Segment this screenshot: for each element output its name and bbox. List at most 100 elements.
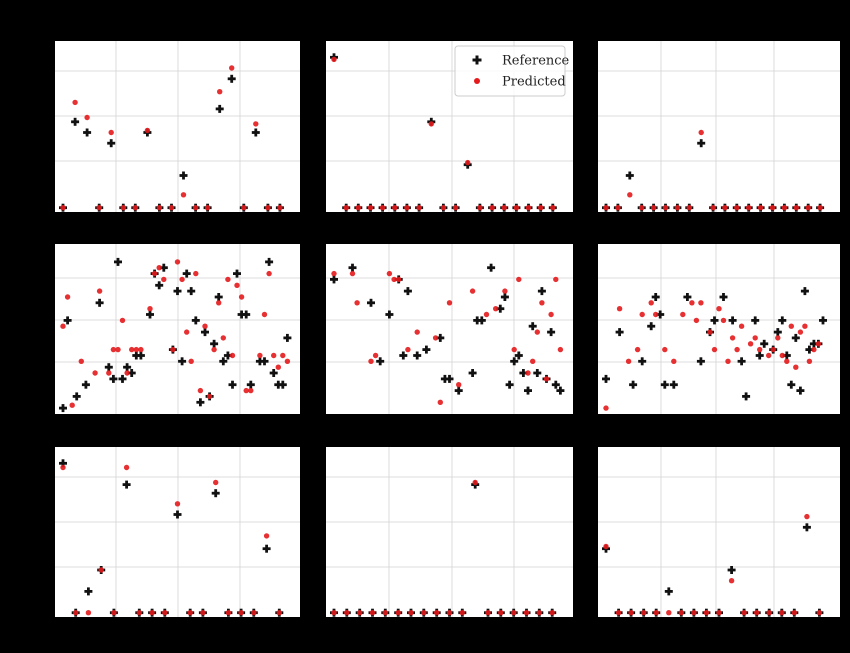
reference-point	[514, 351, 523, 360]
predicted-point	[243, 387, 249, 394]
predicted-point	[234, 282, 240, 288]
predicted-point	[156, 265, 162, 271]
reference-point	[500, 293, 509, 301]
axes-background	[598, 447, 840, 617]
reference-point	[196, 398, 205, 407]
predicted-point	[734, 346, 740, 353]
reference-point	[809, 339, 818, 348]
reference-point	[274, 380, 283, 389]
predicted-point	[277, 205, 283, 211]
predicted-point	[168, 205, 175, 211]
predicted-point	[180, 192, 187, 198]
predicted-point	[432, 335, 439, 341]
reference-point	[178, 357, 187, 366]
predicted-point	[96, 288, 103, 294]
predicted-point	[144, 127, 151, 134]
reference-point	[265, 257, 274, 266]
panel-row2-col2	[326, 244, 573, 414]
predicted-point	[625, 358, 632, 364]
predicted-point	[446, 610, 453, 616]
predicted-point	[354, 300, 360, 306]
predicted-point	[188, 358, 194, 364]
predicted-point	[781, 205, 788, 211]
predicted-point	[179, 276, 185, 283]
predicted-point	[106, 370, 112, 376]
reference-point	[219, 357, 228, 366]
reference-point	[201, 328, 209, 337]
predicted-point	[720, 317, 727, 324]
predicted-point	[666, 610, 672, 616]
reference-point	[660, 380, 669, 389]
reference-point	[59, 404, 67, 413]
predicted-point	[465, 159, 471, 166]
predicted-point	[225, 276, 231, 283]
predicted-point	[779, 610, 785, 616]
predicted-point	[648, 300, 654, 306]
axes-background	[55, 244, 300, 414]
predicted-point	[416, 205, 422, 211]
reference-point	[602, 374, 610, 383]
panel-row3-col3	[598, 447, 840, 617]
predicted-point	[639, 311, 645, 318]
reference-point	[537, 287, 546, 296]
predicted-point	[204, 205, 211, 211]
predicted-point	[722, 205, 728, 211]
predicted-point	[421, 610, 427, 616]
predicted-point	[693, 317, 700, 324]
predicted-point	[511, 346, 517, 353]
legend-marker-predicted	[474, 78, 480, 84]
predicted-point	[734, 205, 740, 211]
predicted-point	[115, 346, 121, 353]
predicted-point	[498, 610, 504, 616]
reference-point	[629, 380, 638, 389]
predicted-point	[804, 513, 810, 520]
predicted-point	[217, 89, 223, 95]
predicted-point	[170, 346, 176, 353]
reference-point	[330, 275, 338, 284]
axes-background	[326, 244, 573, 414]
predicted-point	[396, 276, 402, 283]
reference-point	[547, 328, 556, 337]
predicted-point	[331, 610, 337, 616]
predicted-point	[187, 610, 193, 616]
predicted-point	[674, 205, 681, 211]
reference-point	[656, 310, 665, 319]
reference-point	[683, 293, 692, 301]
reference-point	[782, 351, 791, 360]
predicted-point	[788, 323, 794, 329]
predicted-point	[192, 205, 199, 211]
reference-point	[155, 281, 164, 290]
predicted-point	[716, 610, 722, 616]
predicted-point	[355, 205, 361, 211]
panel-row3-col1	[55, 447, 300, 617]
predicted-point	[257, 352, 263, 359]
reference-point	[403, 287, 412, 296]
predicted-point	[757, 346, 763, 353]
predicted-point	[513, 205, 520, 211]
predicted-point	[193, 270, 199, 277]
predicted-point	[253, 121, 259, 127]
predicted-point	[119, 317, 126, 324]
predicted-point	[225, 610, 232, 616]
predicted-point	[641, 610, 647, 616]
predicted-point	[69, 402, 75, 408]
predicted-point	[797, 329, 804, 335]
panels	[55, 41, 840, 617]
predicted-point	[477, 205, 483, 211]
predicted-point	[671, 358, 677, 364]
reference-point	[187, 287, 196, 296]
reference-point	[556, 386, 565, 395]
predicted-point	[806, 358, 813, 364]
reference-point	[696, 357, 705, 366]
predicted-point	[691, 610, 697, 616]
reference-point	[376, 357, 385, 366]
reference-point	[454, 386, 463, 395]
predicted-point	[162, 610, 168, 616]
predicted-point	[271, 352, 277, 359]
reference-point	[71, 117, 80, 126]
predicted-point	[757, 205, 764, 211]
reference-point	[146, 310, 154, 319]
reference-point	[228, 380, 237, 389]
predicted-point	[817, 205, 823, 211]
reference-point	[664, 587, 673, 596]
